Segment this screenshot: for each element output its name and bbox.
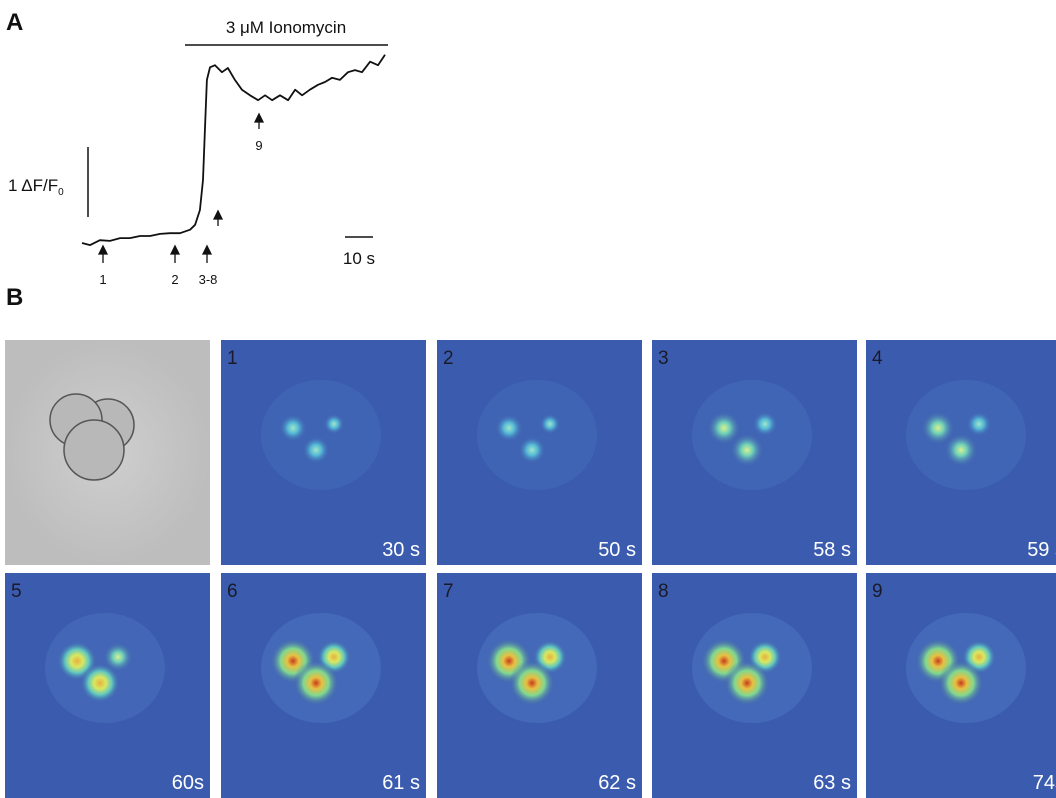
frame-number: 4 [872, 348, 883, 369]
background-glow [477, 380, 597, 490]
cell [944, 433, 978, 467]
y-scale-text: 1 ΔF/F [8, 176, 58, 195]
arrow-label: 9 [255, 138, 262, 153]
arrow-label: 2 [171, 272, 178, 287]
panel-label: A [6, 9, 23, 36]
y-scale-label: 1 ΔF/F0 [8, 176, 64, 198]
y-scale-sub: 0 [58, 187, 64, 198]
cell [279, 414, 307, 442]
cell [495, 414, 523, 442]
arrow-label: 3-8 [199, 272, 218, 287]
arrow-label: 1 [99, 272, 106, 287]
cell [324, 414, 345, 435]
frame-time: 60s [172, 772, 204, 794]
frame-number: 3 [658, 348, 669, 369]
cell [518, 436, 546, 464]
x-scale-label: 10 s [343, 249, 375, 268]
cell [293, 660, 339, 706]
figure: A 3 μM Ionomycin 1 ΔF/F0 10 s 1 2 3-8 9 … [0, 0, 1056, 798]
frame-time: 63 s [813, 772, 851, 794]
trace-line [82, 55, 385, 245]
frame-number: 8 [658, 581, 669, 602]
background-glow [261, 380, 381, 490]
frame-number: 6 [227, 581, 238, 602]
frame-number: 7 [443, 581, 454, 602]
panel-label: B [6, 284, 23, 311]
cell [730, 433, 764, 467]
cell [752, 411, 778, 437]
frame-number: 2 [443, 348, 454, 369]
image-grid: 1 30 s 2 50 s 3 58 s 4 59 s 5 60s 6 61 s 7 62 s 8 63 s 9… [5, 340, 1056, 798]
frame-time: 74s [1033, 772, 1056, 794]
frame-time: 59 s [1027, 539, 1056, 561]
frame-time: 50 s [598, 539, 636, 561]
cell [724, 660, 770, 706]
arrows [99, 114, 263, 263]
frame-time: 30 s [382, 539, 420, 561]
frame-number: 5 [11, 581, 22, 602]
frame-number: 9 [872, 581, 883, 602]
page: {"panel_a": { "label": "A", "stimulus": … [0, 0, 1056, 798]
stimulus-label: 3 μM Ionomycin [226, 18, 346, 37]
cell [302, 436, 330, 464]
cell [509, 660, 555, 706]
frame-time: 58 s [813, 539, 851, 561]
cell [540, 414, 561, 435]
cell [966, 411, 992, 437]
frame-time: 61 s [382, 772, 420, 794]
cell [938, 660, 984, 706]
frame-number: 1 [227, 348, 238, 369]
frame-time: 62 s [598, 772, 636, 794]
cell [80, 663, 120, 703]
